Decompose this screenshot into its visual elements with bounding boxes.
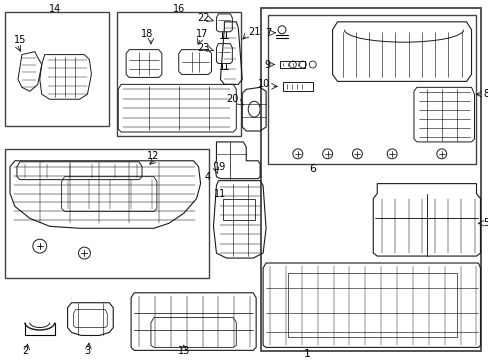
Text: 17: 17: [196, 29, 208, 39]
Text: 21: 21: [248, 27, 260, 37]
Bar: [223, 198, 255, 220]
Text: 2: 2: [22, 346, 28, 356]
Bar: [261, 8, 481, 351]
Text: 1: 1: [304, 349, 311, 359]
Text: 23: 23: [197, 42, 209, 53]
Text: 14: 14: [48, 4, 61, 14]
Text: 9: 9: [264, 59, 269, 69]
Text: 16: 16: [172, 4, 184, 14]
Text: 13: 13: [177, 346, 189, 356]
Text: 15: 15: [14, 35, 26, 45]
Text: 8: 8: [483, 89, 488, 99]
Text: 12: 12: [146, 151, 159, 161]
Text: 7: 7: [264, 28, 270, 38]
Bar: [117, 12, 241, 136]
Text: 22: 22: [197, 13, 209, 23]
Bar: [5, 12, 109, 126]
Bar: [283, 82, 312, 91]
Bar: [280, 60, 304, 68]
Text: 11: 11: [213, 189, 225, 199]
Text: 20: 20: [225, 94, 238, 104]
Bar: [5, 149, 208, 278]
Bar: [267, 15, 475, 164]
Text: 5: 5: [483, 218, 488, 228]
Text: 4: 4: [204, 172, 210, 182]
Text: 18: 18: [141, 29, 153, 39]
Text: 6: 6: [308, 164, 316, 174]
Text: 19: 19: [213, 162, 225, 172]
Text: 10: 10: [257, 79, 269, 89]
Text: 3: 3: [84, 346, 90, 356]
